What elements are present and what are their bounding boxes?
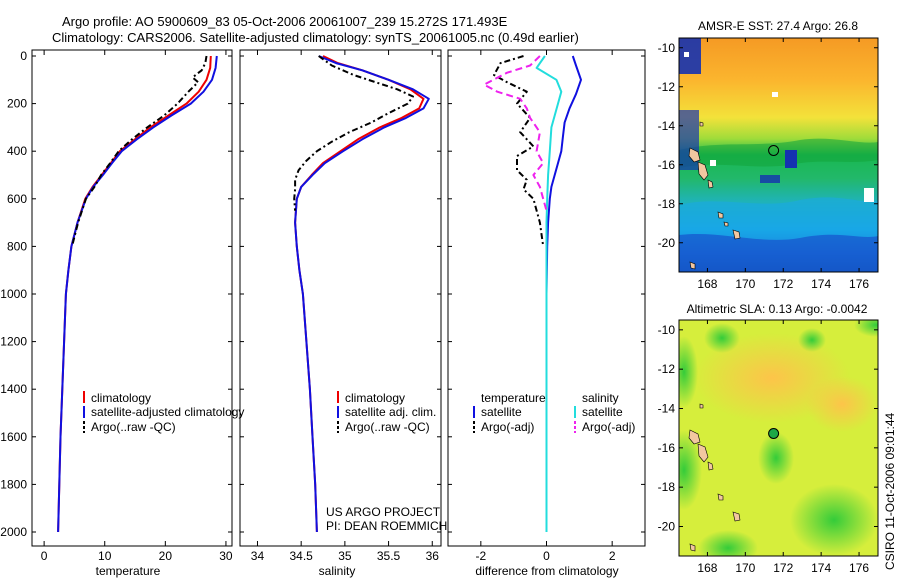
sla-map-ticks: 168 170 172 174 176 -10 -12 -14 -16 -18 -20 — [658, 320, 878, 575]
difference-line-temperature-argo — [493, 55, 545, 247]
temperature-legend-climatology: climatology — [91, 391, 151, 405]
difference-series — [483, 55, 582, 532]
salinity-legend: climatology satellite adj. clim. Argo(..… — [337, 391, 436, 434]
sst-lat-tick-label: -16 — [658, 158, 676, 172]
sla-lat-tick-label: -12 — [658, 362, 676, 376]
sst-lon-tick-label: 170 — [735, 277, 755, 291]
sla-map-title: Altimetric SLA: 0.13 Argo: -0.0042 — [687, 302, 868, 316]
difference-legend-temperature-heading: temperature — [481, 391, 546, 405]
depth-tick-label: 1000 — [0, 287, 27, 301]
side-timestamp-label: CSIRO 11-Oct-2006 09:01:44 — [883, 412, 897, 570]
temperature-x-tick-label: 20 — [159, 549, 173, 563]
sst-map-title: AMSR-E SST: 27.4 Argo: 26.8 — [698, 19, 858, 33]
sst-lon-tick-label: 168 — [697, 277, 717, 291]
sst-lon-tick-label: 176 — [849, 277, 869, 291]
difference-x-ticks: -2 0 2 — [475, 50, 616, 563]
sla-lat-tick-label: -10 — [658, 323, 676, 337]
salinity-line-satellite — [294, 55, 430, 533]
sst-lat-tick-label: -18 — [658, 197, 676, 211]
salinity-x-ticks: 34 34.5 35 35.5 36 — [251, 50, 439, 563]
sla-lon-tick-label: 172 — [773, 561, 793, 575]
salinity-legend-satellite: satellite adj. clim. — [345, 405, 436, 419]
sla-lon-tick-label: 176 — [849, 561, 869, 575]
depth-tick-label: 600 — [7, 192, 27, 206]
depth-tick-label: 0 — [20, 49, 27, 63]
difference-legend-temperature-argo: Argo(-adj) — [481, 420, 534, 434]
temperature-x-tick-label: 10 — [98, 549, 112, 563]
salinity-xlabel: salinity — [319, 564, 356, 578]
salinity-legend-argo: Argo(..raw -QC) — [345, 420, 430, 434]
project-credit-line1: US ARGO PROJECT — [326, 505, 441, 519]
salinity-series — [293, 55, 430, 533]
temperature-legend: climatology satellite-adjusted climatolo… — [83, 391, 244, 434]
difference-legend-salinity-heading: salinity — [582, 391, 619, 405]
temperature-legend-argo: Argo(..raw -QC) — [91, 420, 176, 434]
salinity-panel-frame — [239, 49, 442, 547]
temperature-legend-satellite: satellite-adjusted climatology — [91, 405, 244, 419]
sla-lat-tick-label: -16 — [658, 441, 676, 455]
sst-lat-tick-label: -12 — [658, 80, 676, 94]
salinity-x-tick-label: 34.5 — [289, 549, 313, 563]
sst-lat-tick-label: -10 — [658, 41, 676, 55]
depth-tick-label: 800 — [7, 239, 27, 253]
sst-lat-tick-label: -14 — [658, 119, 676, 133]
figure-title-line1: Argo profile: AO 5900609_83 05-Oct-2006 … — [62, 14, 508, 29]
temperature-xlabel: temperature — [96, 564, 161, 578]
sla-lon-tick-label: 170 — [735, 561, 755, 575]
temperature-panel-frame — [31, 49, 233, 547]
difference-x-tick-label: 0 — [543, 549, 550, 563]
sla-lon-tick-label: 168 — [697, 561, 717, 575]
salinity-x-tick-label: 36 — [426, 549, 440, 563]
salinity-x-tick-label: 35.5 — [377, 549, 401, 563]
depth-tick-label: 400 — [7, 144, 27, 158]
difference-x-tick-label: -2 — [475, 549, 486, 563]
temperature-x-ticks: 0 10 20 30 — [41, 50, 233, 563]
salinity-x-tick-label: 35 — [338, 549, 352, 563]
sla-map — [679, 320, 878, 556]
difference-x-tick-label: 2 — [609, 549, 616, 563]
difference-legend-temperature-satellite: satellite — [481, 405, 522, 419]
sst-map — [679, 38, 878, 272]
temperature-x-tick-label: 0 — [41, 549, 48, 563]
difference-xlabel: difference from climatology — [475, 564, 618, 578]
temperature-line-argo — [71, 55, 208, 247]
sst-float-marker — [768, 145, 780, 156]
temperature-line-climatology — [57, 55, 212, 533]
sst-lon-tick-label: 172 — [773, 277, 793, 291]
sst-lon-tick-label: 174 — [811, 277, 831, 291]
difference-line-salinity-satellite — [535, 55, 563, 532]
depth-tick-label: 1800 — [0, 477, 27, 491]
depth-tick-label: 1600 — [0, 430, 27, 444]
difference-line-salinity-argo — [483, 55, 548, 211]
depth-tick-label: 200 — [7, 97, 27, 111]
depth-axis: 0 200 400 600 800 1000 1200 1400 1600 1800 2000 — [0, 49, 645, 539]
temperature-line-satellite — [57, 55, 218, 533]
sla-lat-tick-label: -20 — [658, 520, 676, 534]
sla-lat-tick-label: -14 — [658, 402, 676, 416]
depth-tick-label: 1200 — [0, 335, 27, 349]
sla-lon-tick-label: 174 — [811, 561, 831, 575]
difference-legend: temperature satellite Argo(-adj) salinit… — [473, 391, 635, 434]
difference-line-temperature-satellite — [545, 55, 582, 532]
depth-tick-label: 2000 — [0, 525, 27, 539]
sla-lat-tick-label: -18 — [658, 480, 676, 494]
difference-legend-salinity-satellite: satellite — [582, 405, 623, 419]
sla-map-frame — [678, 319, 879, 557]
difference-legend-salinity-argo: Argo(-adj) — [582, 420, 635, 434]
figure-title-line2: Climatology: CARS2006. Satellite-adjuste… — [52, 30, 579, 45]
temperature-series — [57, 55, 218, 533]
sst-lat-tick-label: -20 — [658, 236, 676, 250]
sst-map-frame — [678, 37, 879, 273]
salinity-line-argo — [293, 55, 414, 211]
salinity-x-tick-label: 34 — [251, 549, 265, 563]
salinity-legend-climatology: climatology — [345, 391, 405, 405]
temperature-x-tick-label: 30 — [219, 549, 233, 563]
sst-map-ticks: 168 170 172 174 176 -10 -12 -14 -16 -18 -20 — [658, 38, 878, 291]
project-credit-line2: PI: DEAN ROEMMICH — [326, 519, 447, 533]
sla-float-marker — [768, 428, 780, 439]
depth-tick-label: 1400 — [0, 382, 27, 396]
